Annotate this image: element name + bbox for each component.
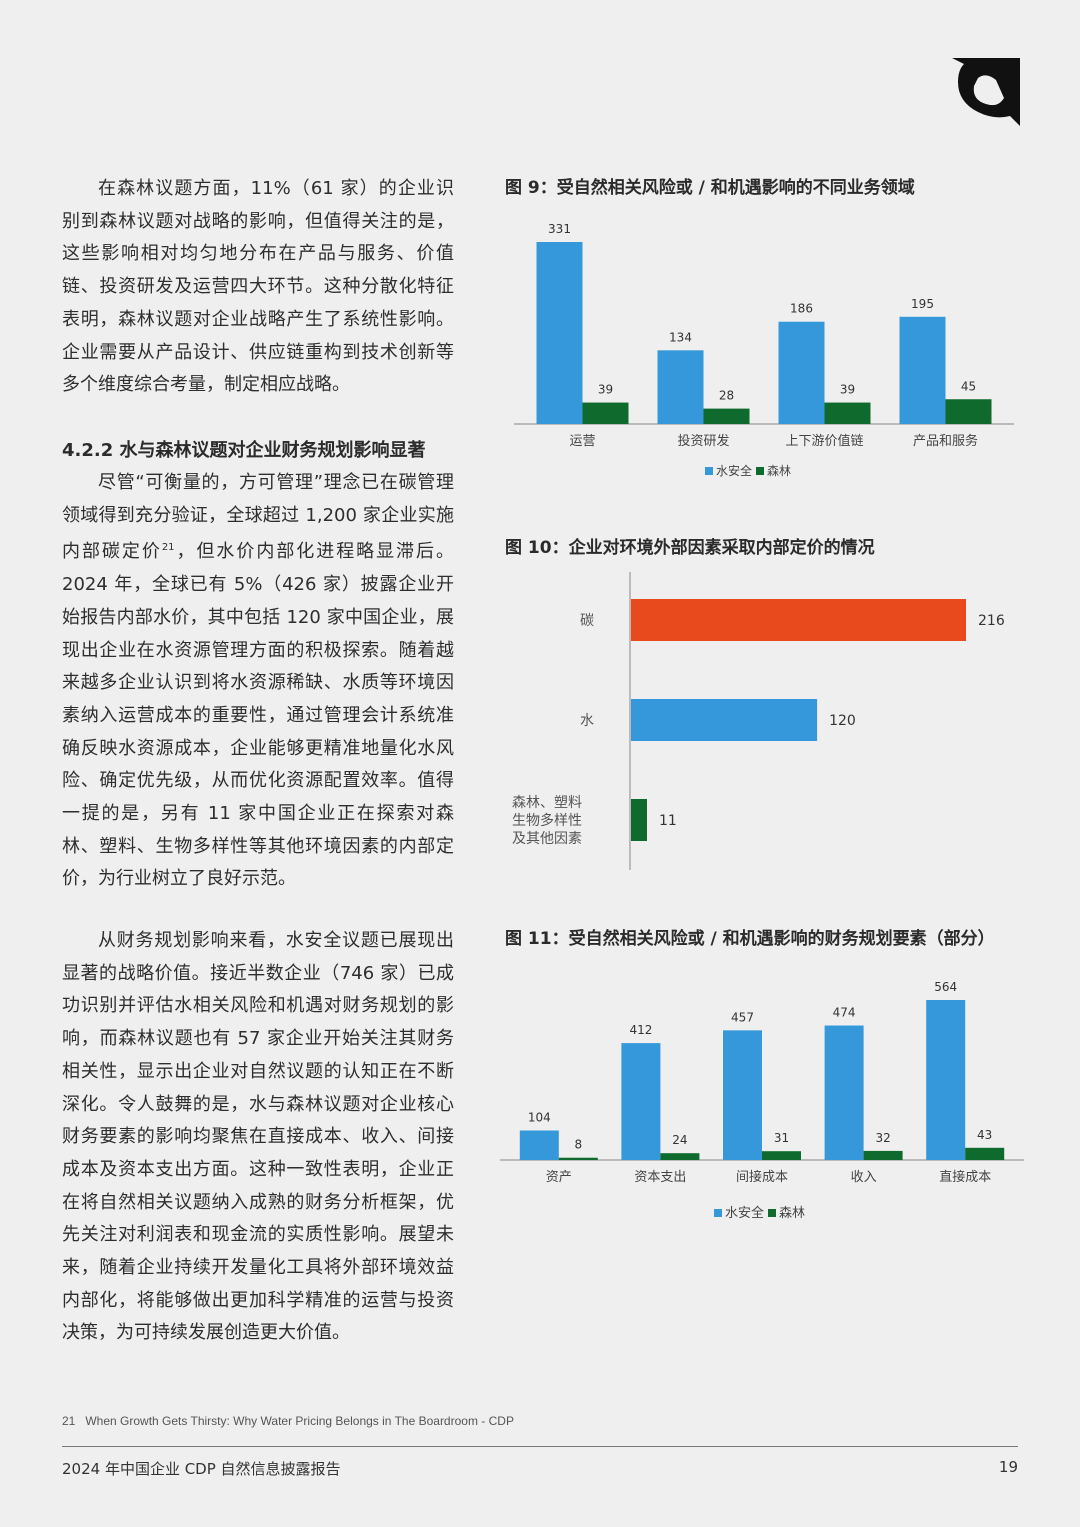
fig11-data-label: 24 [672, 1133, 687, 1147]
fig11-bar-forest [863, 1150, 903, 1160]
intro-paragraph: 在森林议题方面，11%（61 家）的企业识别到森林议题对战略的影响，但值得关注的… [62, 173, 454, 402]
fig11-legend-water: 水安全 [725, 1205, 764, 1221]
fig9-data-label: 195 [911, 297, 934, 311]
fig9-data-label: 39 [840, 383, 855, 397]
internal-pricing-paragraph: 尽管“可衡量的，方可管理”理念已在碳管理领域得到充分验证，全球超过 1,200 … [62, 467, 454, 896]
fig9-category-label: 运营 [569, 434, 595, 449]
fig11-bar-water [723, 1030, 762, 1160]
fig9-bar-forest [582, 402, 629, 424]
footnote-ref: 21 [161, 542, 175, 554]
fig10-category-label: 及其他因素 [512, 831, 582, 847]
fig11-title: 图 11：受自然相关风险或 / 和机遇影响的财务规划要素（部分） [505, 929, 995, 949]
fig9-legend-swatch-forest [756, 467, 764, 475]
fig11-bar-forest [558, 1157, 598, 1160]
fig11-data-label: 457 [731, 1010, 754, 1024]
fig9-bar-water [536, 242, 583, 424]
fig9-category-label: 上下游价值链 [785, 433, 863, 449]
fig10-category-label: 水 [580, 713, 594, 729]
fig10-bar [631, 699, 818, 741]
fig10-category-label: 森林、塑料 [512, 795, 582, 811]
financial-planning-paragraph: 从财务规划影响来看，水安全议题已展现出显著的战略价值。接近半数企业（746 家）… [62, 930, 454, 1344]
fig11-data-label: 31 [774, 1131, 789, 1145]
fig11-category-label: 直接成本 [939, 1169, 991, 1185]
fig11-bar-forest [660, 1153, 700, 1160]
fig11-legend-forest: 森林 [779, 1206, 805, 1221]
fig9-data-label: 28 [719, 389, 734, 403]
fig11-data-label: 32 [875, 1131, 890, 1145]
footnote: 21 When Growth Gets Thirsty: Why Water Pr… [62, 1414, 514, 1428]
fig10-category-label: 碳 [580, 613, 594, 629]
fig11-category-label: 收入 [851, 1170, 877, 1185]
footnote-number: 21 [62, 1414, 76, 1428]
fig9-data-label: 45 [961, 379, 976, 393]
fig11-data-label: 104 [528, 1110, 551, 1124]
footer-page-number: 19 [998, 1458, 1018, 1476]
forest-strategy-paragraph: 在森林议题方面，11%（61 家）的企业识别到森林议题对战略的影响，但值得关注的… [62, 178, 454, 396]
fig10-category-label: 生物多样性 [512, 812, 582, 829]
fig9-title: 图 9：受自然相关风险或 / 和机遇影响的不同业务领域 [505, 178, 915, 198]
fig9-bar-forest [703, 408, 750, 424]
fig11-data-label: 474 [833, 1006, 856, 1020]
fig10-bar [631, 599, 966, 641]
fig10-title: 图 10：企业对环境外部因素采取内部定价的情况 [505, 538, 875, 558]
fig11-bar-water [824, 1025, 864, 1160]
fig11-category-label: 间接成本 [736, 1169, 788, 1185]
fig11-legend-swatch-forest [768, 1209, 776, 1217]
section-heading: 4.2.2 水与森林议题对企业财务规划影响显著 [62, 440, 426, 461]
fig11-category-label: 资本支出 [634, 1170, 686, 1185]
fig9-legend-forest: 森林 [767, 463, 791, 478]
fig9-bar-forest [945, 399, 992, 424]
fig9-legend-water: 水安全 [716, 463, 752, 478]
fig11-bar-water [926, 1000, 966, 1160]
fig11-bar-water [519, 1130, 559, 1160]
fig11-legend-swatch-water [714, 1209, 722, 1217]
fig9-category-label: 产品和服务 [913, 433, 978, 449]
internal-pricing-paragraph-block: 尽管“可衡量的，方可管理”理念已在碳管理领域得到充分验证，全球超过 1,200 … [62, 467, 454, 896]
footer-report-title: 2024 年中国企业 CDP 自然信息披露报告 [62, 1460, 341, 1478]
fig10-data-label: 11 [659, 813, 677, 829]
fig9-bar-forest [824, 402, 871, 424]
fig9-data-label: 134 [669, 330, 692, 344]
fig9-data-label: 39 [598, 383, 613, 397]
fig11-chart: 104 8 资产 412 24 资本支出 457 31 间接成本 474 32 收入 564 43 直接成本… [500, 980, 1024, 1221]
fig9-data-label: 331 [548, 222, 571, 236]
fig11-bar-forest [762, 1151, 801, 1160]
fig11-data-label: 412 [629, 1023, 652, 1037]
fig11-data-label: 564 [934, 980, 957, 994]
financial-planning-paragraph-block: 从财务规划影响来看，水安全议题已展现出显著的战略价值。接近半数企业（746 家）… [62, 925, 454, 1350]
footnote-text: When Growth Gets Thirsty: Why Water Pric… [85, 1414, 514, 1428]
para2-part-a: 尽管“可衡量的，方可管理”理念已在碳管理领域得到充分验证，全球超过 1,200 … [62, 472, 454, 563]
fig9-data-label: 186 [790, 302, 813, 316]
fig9-bar-water [778, 321, 825, 424]
fig11-bar-forest [965, 1147, 1005, 1160]
para2-part-b: ，但水价内部化进程略显滞后。2024 年，全球已有 5%（426 家）披露企业开… [62, 541, 455, 890]
fig11-bar-water [621, 1043, 661, 1160]
fig11-data-label: 43 [977, 1128, 992, 1142]
fig10-data-label: 120 [829, 713, 856, 729]
fig11-category-label: 资产 [546, 1170, 572, 1185]
cdp-corner-logo-icon [952, 58, 1020, 126]
fig9-chart: 331 39 运营 134 28 投资研发 186 39 上下游价值链 195 45 产品和服务水安全… [514, 222, 1014, 478]
fig10-data-label: 216 [978, 613, 1005, 629]
fig9-bar-water [899, 316, 946, 424]
footer-divider [62, 1446, 1018, 1447]
fig9-bar-water [657, 350, 704, 424]
fig9-category-label: 投资研发 [677, 433, 729, 449]
fig11-data-label: 8 [574, 1138, 582, 1152]
fig9-legend-swatch-water [705, 467, 713, 475]
fig10-bar [631, 799, 647, 841]
